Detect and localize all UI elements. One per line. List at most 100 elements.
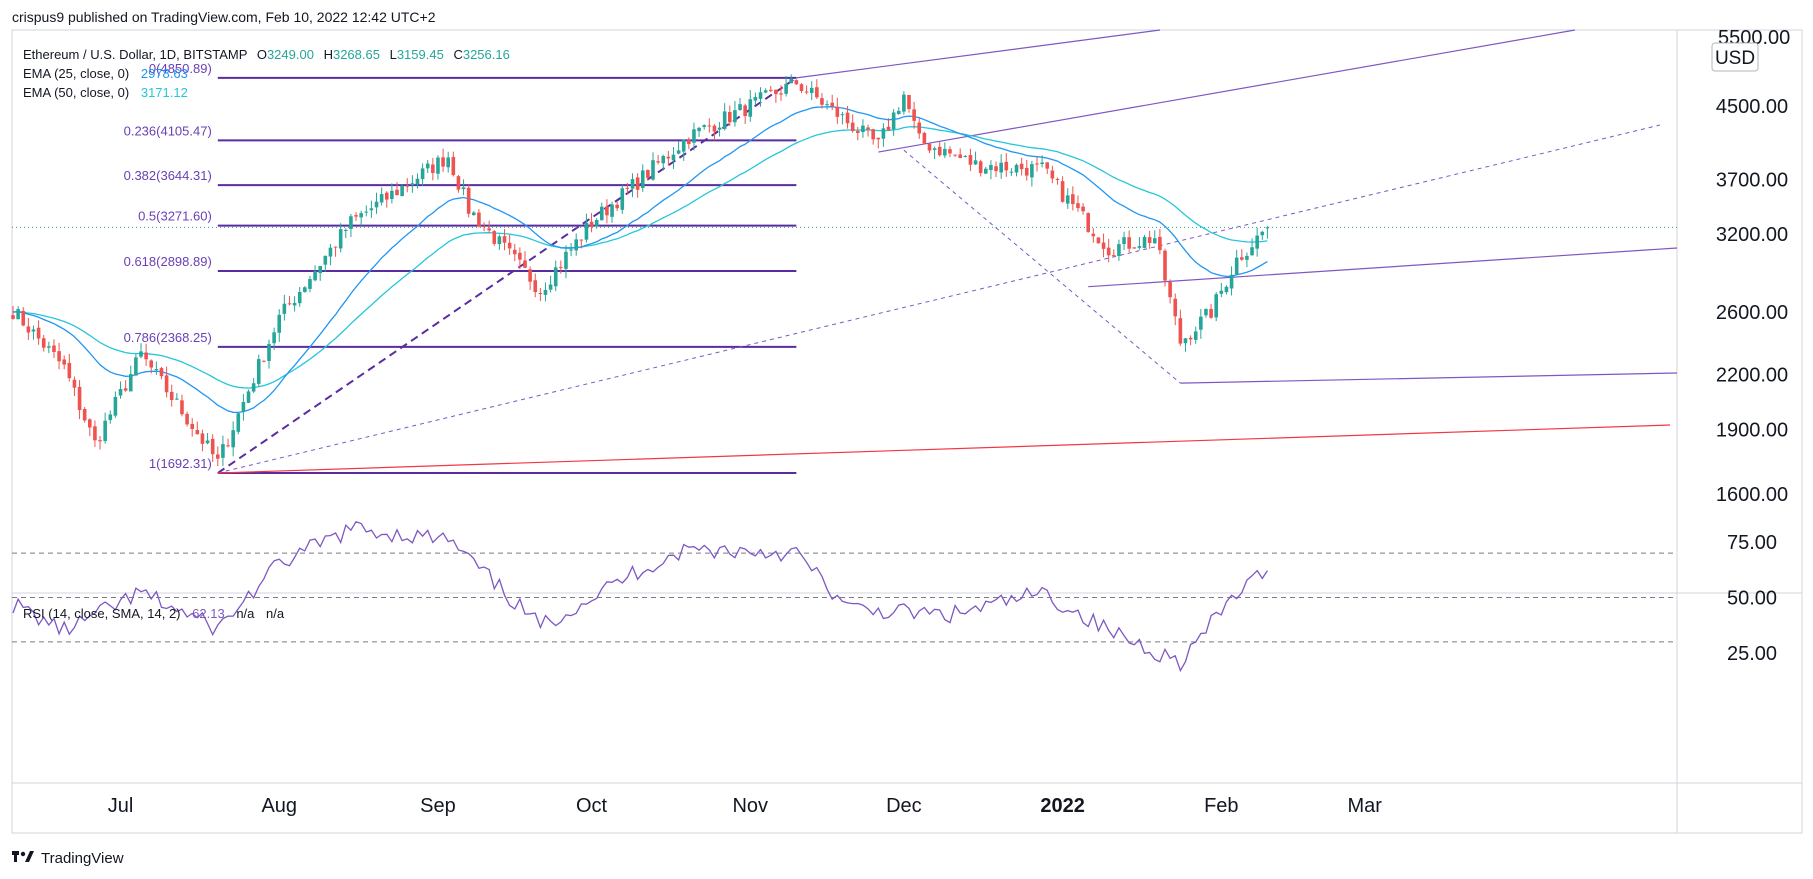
legend-symbol: Ethereum / U.S. Dollar, 1D, BITSTAMP bbox=[23, 47, 247, 62]
legend-ema50-row: EMA (50, close, 0) 3171.12 bbox=[23, 85, 188, 100]
candle-body bbox=[564, 251, 568, 269]
candle-body bbox=[989, 164, 993, 171]
candle-body bbox=[1173, 298, 1178, 317]
published-text: crispus9 published on TradingView.com, F… bbox=[12, 9, 436, 25]
candle-body bbox=[175, 398, 179, 400]
candle-body bbox=[1255, 235, 1259, 249]
candle-body bbox=[656, 161, 660, 163]
candle-body bbox=[697, 127, 701, 132]
rsi-value: 62.13 bbox=[192, 606, 225, 621]
candle-body bbox=[1014, 164, 1019, 173]
rsi-tick-label: 25.00 bbox=[1727, 643, 1777, 665]
candle-body bbox=[262, 360, 266, 362]
fib-trend-dashed[interactable] bbox=[217, 77, 797, 474]
candle-body bbox=[313, 271, 317, 281]
pitchfork-upper-2[interactable] bbox=[878, 29, 1576, 153]
candle-body bbox=[328, 247, 333, 257]
candle-body bbox=[123, 388, 128, 391]
candle-body bbox=[789, 78, 794, 84]
candle-body bbox=[369, 208, 374, 211]
candle-body bbox=[922, 132, 927, 144]
legend: Ethereum / U.S. Dollar, 1D, BITSTAMP O32… bbox=[23, 47, 510, 621]
candle-body bbox=[533, 280, 538, 293]
candle-body bbox=[128, 374, 133, 392]
candle-body bbox=[1035, 163, 1039, 165]
candle-body bbox=[451, 156, 456, 176]
price-tick-label: 1900.00 bbox=[1716, 420, 1788, 442]
time-tick-label: Mar bbox=[1347, 795, 1382, 817]
drawing-tools[interactable] bbox=[217, 29, 1678, 474]
candle-body bbox=[523, 260, 527, 268]
candle-body bbox=[738, 104, 742, 110]
rsi-na-1: n/a bbox=[236, 606, 255, 621]
rsi-line bbox=[12, 521, 1268, 673]
pitchfork-handle[interactable] bbox=[903, 149, 1181, 384]
fibonacci-retracement[interactable]: 0(4850.89) 0.236(4105.47) 0.382(3644.31) 0.… bbox=[124, 61, 797, 474]
candle-body bbox=[984, 168, 988, 174]
candle-body bbox=[52, 345, 56, 352]
candle-body bbox=[543, 289, 548, 295]
candle-body bbox=[528, 269, 532, 282]
candle-body bbox=[190, 423, 194, 430]
rsi-tick-label: 75.00 bbox=[1727, 532, 1777, 554]
fib-level-label: 0.786(2368.25) bbox=[124, 330, 212, 345]
candle-body bbox=[615, 204, 619, 209]
candle-body bbox=[98, 440, 102, 442]
candle-body bbox=[743, 105, 747, 117]
candle-body bbox=[518, 252, 522, 260]
candle-body bbox=[472, 212, 476, 216]
pitchfork-median[interactable] bbox=[217, 124, 1661, 474]
candle-body bbox=[1117, 244, 1121, 256]
candle-body bbox=[251, 383, 256, 392]
candle-body bbox=[1081, 206, 1085, 212]
price-tick-label: 1600.00 bbox=[1716, 484, 1788, 506]
candle-body bbox=[216, 454, 220, 459]
candle-body bbox=[436, 157, 440, 174]
candle-body bbox=[866, 127, 870, 130]
candle-body bbox=[594, 219, 599, 227]
candle-body bbox=[72, 379, 77, 388]
candle-body bbox=[932, 148, 937, 150]
candle-body bbox=[728, 112, 732, 123]
candle-body bbox=[292, 302, 297, 306]
candle-body bbox=[36, 327, 41, 339]
candle-body bbox=[733, 110, 737, 123]
candle-body bbox=[425, 163, 430, 169]
candle-body bbox=[748, 99, 753, 117]
candle-body bbox=[1163, 250, 1167, 281]
candle-body bbox=[666, 156, 671, 159]
time-tick-label: Sep bbox=[420, 795, 456, 817]
pitchfork-lower-2[interactable] bbox=[1180, 372, 1678, 384]
candle-body bbox=[1178, 318, 1183, 344]
candle-body bbox=[1122, 237, 1126, 245]
rsi-axis[interactable]: 75.00 50.00 25.00 bbox=[1727, 532, 1777, 665]
ema50-label: EMA (50, close, 0) bbox=[23, 85, 129, 100]
pitchfork-upper-1[interactable] bbox=[796, 29, 1161, 79]
candle-body bbox=[26, 326, 31, 333]
candle-body bbox=[651, 160, 655, 180]
pitchfork-lower-1[interactable] bbox=[1088, 247, 1678, 288]
ema25-value: 2978.63 bbox=[141, 66, 188, 81]
candle-body bbox=[1055, 178, 1060, 180]
currency-badge[interactable] bbox=[1711, 42, 1759, 72]
candle-body bbox=[1240, 257, 1244, 260]
candle-body bbox=[1009, 171, 1014, 173]
candle-body bbox=[610, 204, 614, 217]
candle-body bbox=[758, 92, 763, 99]
candle-body bbox=[835, 106, 840, 117]
candle-body bbox=[1065, 195, 1070, 204]
candle-body bbox=[502, 236, 507, 243]
time-axis[interactable]: Jul Aug Sep Oct Nov Dec 2022 Feb Mar bbox=[108, 795, 1383, 817]
price-axis[interactable]: 4500.00 3700.00 3200.00 2600.00 2200.00 1900.… bbox=[1716, 96, 1788, 506]
candle-body bbox=[164, 375, 169, 393]
candle-body bbox=[1204, 308, 1208, 316]
candle-body bbox=[809, 87, 814, 94]
support-trendline[interactable] bbox=[217, 424, 1671, 474]
candle-body bbox=[856, 131, 860, 133]
candle-body bbox=[1050, 170, 1055, 179]
candle-body bbox=[850, 122, 855, 131]
candle-body bbox=[195, 430, 200, 435]
candle-body bbox=[1024, 167, 1029, 176]
candle-body bbox=[1086, 213, 1090, 232]
